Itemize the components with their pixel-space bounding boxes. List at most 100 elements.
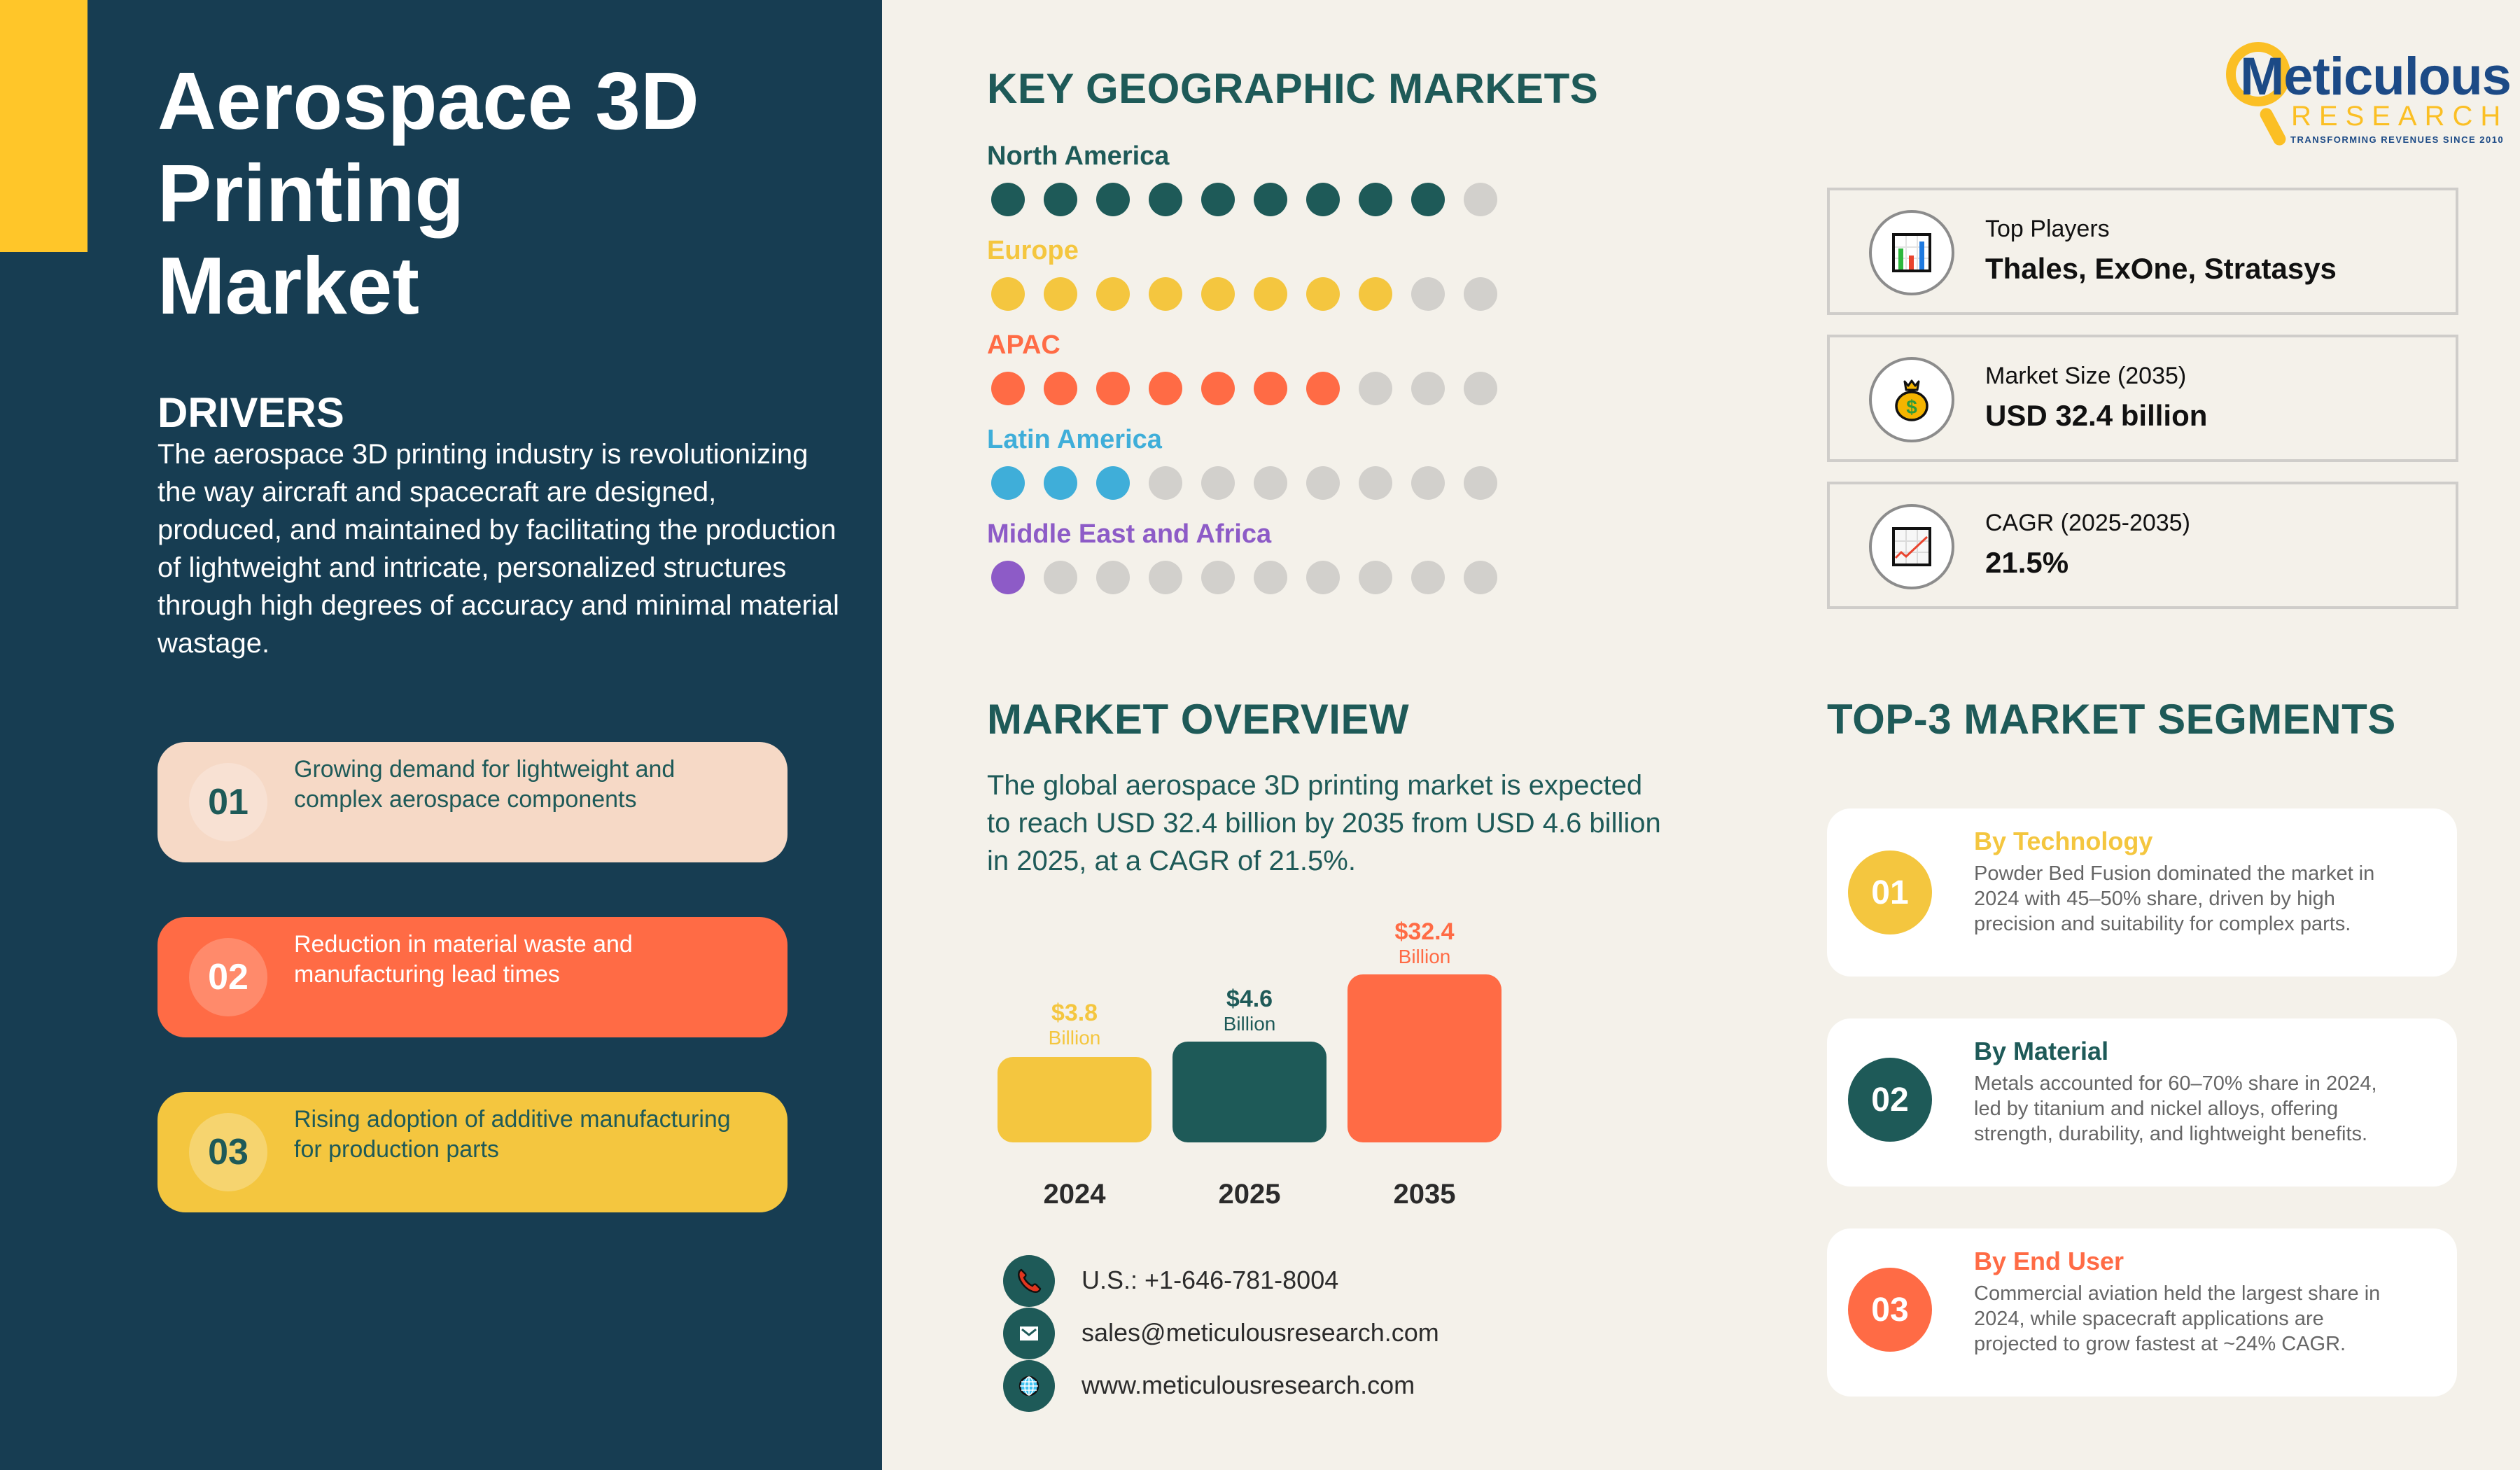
stat-value: 21.5% [1985,546,2069,579]
dot-empty [1464,561,1497,594]
contact-email[interactable]: sales@meticulousresearch.com [1082,1318,1439,1347]
dot-empty [1464,372,1497,405]
dot-filled [1306,372,1340,405]
dot-filled [1254,277,1287,311]
dot-filled [1254,372,1287,405]
driver-text: Rising adoption of additive manufacturin… [294,1106,731,1163]
dot-empty [1149,561,1182,594]
stat-cagr: CAGR (2025-2035) 21.5% [1827,482,2458,609]
region-label-north-america: North America [987,141,1170,171]
dot-filled [1096,277,1130,311]
title-line-3: Market [158,240,419,331]
driver-text: Growing demand for lightweight and compl… [294,756,676,813]
dot-row-latin-america [991,466,1497,500]
dot-empty [1359,372,1392,405]
dot-filled [991,183,1025,216]
dot-row-apac [991,372,1497,405]
dot-empty [1201,466,1235,500]
segment-number: 01 [1848,850,1932,934]
region-label-europe: Europe [987,236,1079,265]
drivers-heading: DRIVERS [158,389,344,436]
dot-filled [1096,466,1130,500]
accent-strip [0,0,88,252]
money-bag-icon: $ [1869,357,1954,442]
dot-filled [1201,183,1235,216]
dot-filled [1149,183,1182,216]
dot-row-north-america [991,183,1497,216]
dot-filled [991,372,1025,405]
dot-empty [1254,466,1287,500]
dot-row-middle-east-africa [991,561,1497,594]
segment-number: 03 [1848,1268,1932,1352]
dot-filled [1359,183,1392,216]
dot-empty [1359,561,1392,594]
dot-empty [1411,561,1445,594]
dot-filled [1096,372,1130,405]
bar-value-label-2025: $4.6 Billion [1172,986,1326,1035]
driver-text: Reduction in material waste and manufact… [294,931,633,988]
left-panel [0,0,882,1470]
contact-phone[interactable]: U.S.: +1-646-781-8004 [1082,1266,1339,1294]
region-label-middle-east-africa: Middle East and Africa [987,519,1272,549]
dot-empty [1044,561,1077,594]
segment-title: By Material [1974,1037,2109,1065]
logo-subtitle: RESEARCH [2291,101,2509,132]
bar-value: $4.6 [1226,986,1273,1012]
dot-filled [1411,183,1445,216]
dot-empty [1359,466,1392,500]
title-line-2: Printing [158,148,465,239]
logo-tagline: TRANSFORMING REVENUES SINCE 2010 [2290,134,2505,145]
dot-empty [1464,277,1497,311]
dot-empty [1306,466,1340,500]
driver-card-1: 01 Growing demand for lightweight and co… [158,742,788,862]
dot-filled [1201,277,1235,311]
region-label-apac: APAC [987,330,1060,360]
stat-top-players: Top Players Thales, ExOne, Stratasys [1827,188,2458,315]
segment-description: Powder Bed Fusion dominated the market i… [1974,862,2375,935]
driver-number: 03 [189,1113,267,1191]
dot-filled [991,561,1025,594]
bar-unit: Billion [1398,946,1451,967]
bar-unit: Billion [1223,1013,1276,1035]
bar-2025 [1172,1042,1326,1142]
dot-filled [1149,372,1182,405]
segment-title: By Technology [1974,827,2153,855]
driver-card-2: 02 Reduction in material waste and manuf… [158,917,788,1037]
dot-empty [1149,466,1182,500]
contact-website[interactable]: www.meticulousresearch.com [1082,1371,1415,1399]
dot-filled [1149,277,1182,311]
dot-empty [1464,183,1497,216]
bar-value: $32.4 [1394,918,1455,945]
segment-description: Metals accounted for 60–70% share in 202… [1974,1072,2377,1145]
geo-heading: KEY GEOGRAPHIC MARKETS [987,65,1599,112]
segments-heading: TOP-3 MARKET SEGMENTS [1827,696,2396,743]
overview-description: The global aerospace 3D printing market … [987,770,1661,876]
dot-filled [991,466,1025,500]
bar-chart-icon [1869,210,1954,295]
bar-value-label-2035: $32.4 Billion [1348,918,1502,968]
bar-value: $3.8 [1051,1000,1098,1026]
driver-number: 01 [189,763,267,841]
x-label-2024: 2024 [1043,1179,1106,1210]
page-title: Aerospace 3D Printing Market [158,55,858,332]
region-label-latin-america: Latin America [987,425,1162,454]
segment-card-technology: 01 By Technology Powder Bed Fusion domin… [1827,808,2457,976]
dot-empty [1411,372,1445,405]
dot-empty [1411,277,1445,311]
dot-filled [1359,277,1392,311]
logo-name: Meticulous [2240,47,2512,106]
magnifier-handle [2258,106,2288,148]
stat-value: USD 32.4 billion [1985,399,2208,432]
stat-label: Market Size (2035) [1985,363,2187,389]
dot-empty [1254,561,1287,594]
bar-unit: Billion [1048,1027,1101,1049]
dot-filled [1306,183,1340,216]
phone-icon [1003,1255,1055,1307]
stat-label: CAGR (2025-2035) [1985,510,2190,536]
x-label-2025: 2025 [1218,1179,1281,1210]
dot-empty [1411,466,1445,500]
dot-filled [991,277,1025,311]
title-line-1: Aerospace 3D [158,55,699,146]
company-logo: Meticulous RESEARCH TRANSFORMING REVENUE… [2226,36,2512,155]
dot-filled [1096,183,1130,216]
